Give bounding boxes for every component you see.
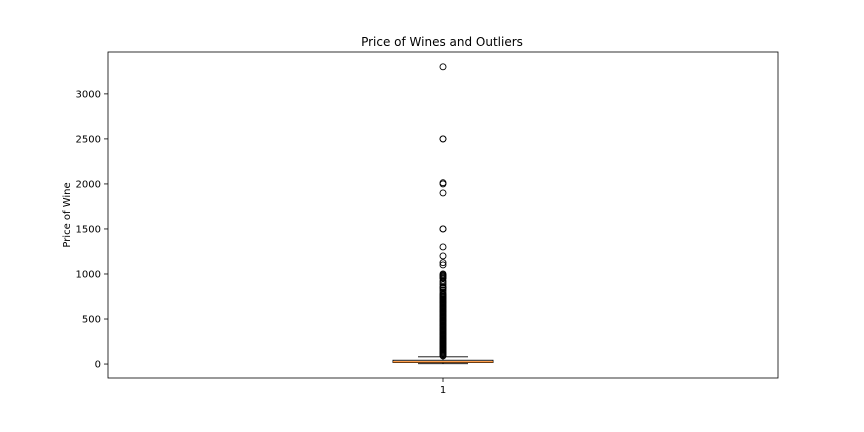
outlier-point xyxy=(439,252,447,260)
y-axis-label: Price of Wine xyxy=(62,182,73,247)
outlier-point xyxy=(439,352,447,360)
outlier-point xyxy=(439,281,447,289)
outlier-point xyxy=(439,189,447,197)
outlier-point xyxy=(439,180,447,188)
y-tick-label: 3000 xyxy=(76,89,101,100)
y-tick-label: 0 xyxy=(95,360,101,371)
outlier-point xyxy=(439,259,447,267)
outlier-point xyxy=(439,135,447,143)
y-tick-label: 2000 xyxy=(76,179,101,190)
y-tick-label: 500 xyxy=(82,315,101,326)
outlier-point xyxy=(439,63,447,71)
outlier-point xyxy=(439,243,447,251)
y-tick-label: 1000 xyxy=(76,269,101,280)
x-tick-label: 1 xyxy=(440,385,446,396)
y-tick-label: 2500 xyxy=(76,134,101,145)
y-tick-label: 1500 xyxy=(76,224,101,235)
outlier-point xyxy=(439,261,447,269)
outlier-point xyxy=(439,279,447,287)
chart-title: Price of Wines and Outliers xyxy=(361,35,523,49)
plot-area: 0 500 1000 1500 2000 2500 3000 1 xyxy=(76,51,779,396)
outlier-point xyxy=(439,225,447,233)
